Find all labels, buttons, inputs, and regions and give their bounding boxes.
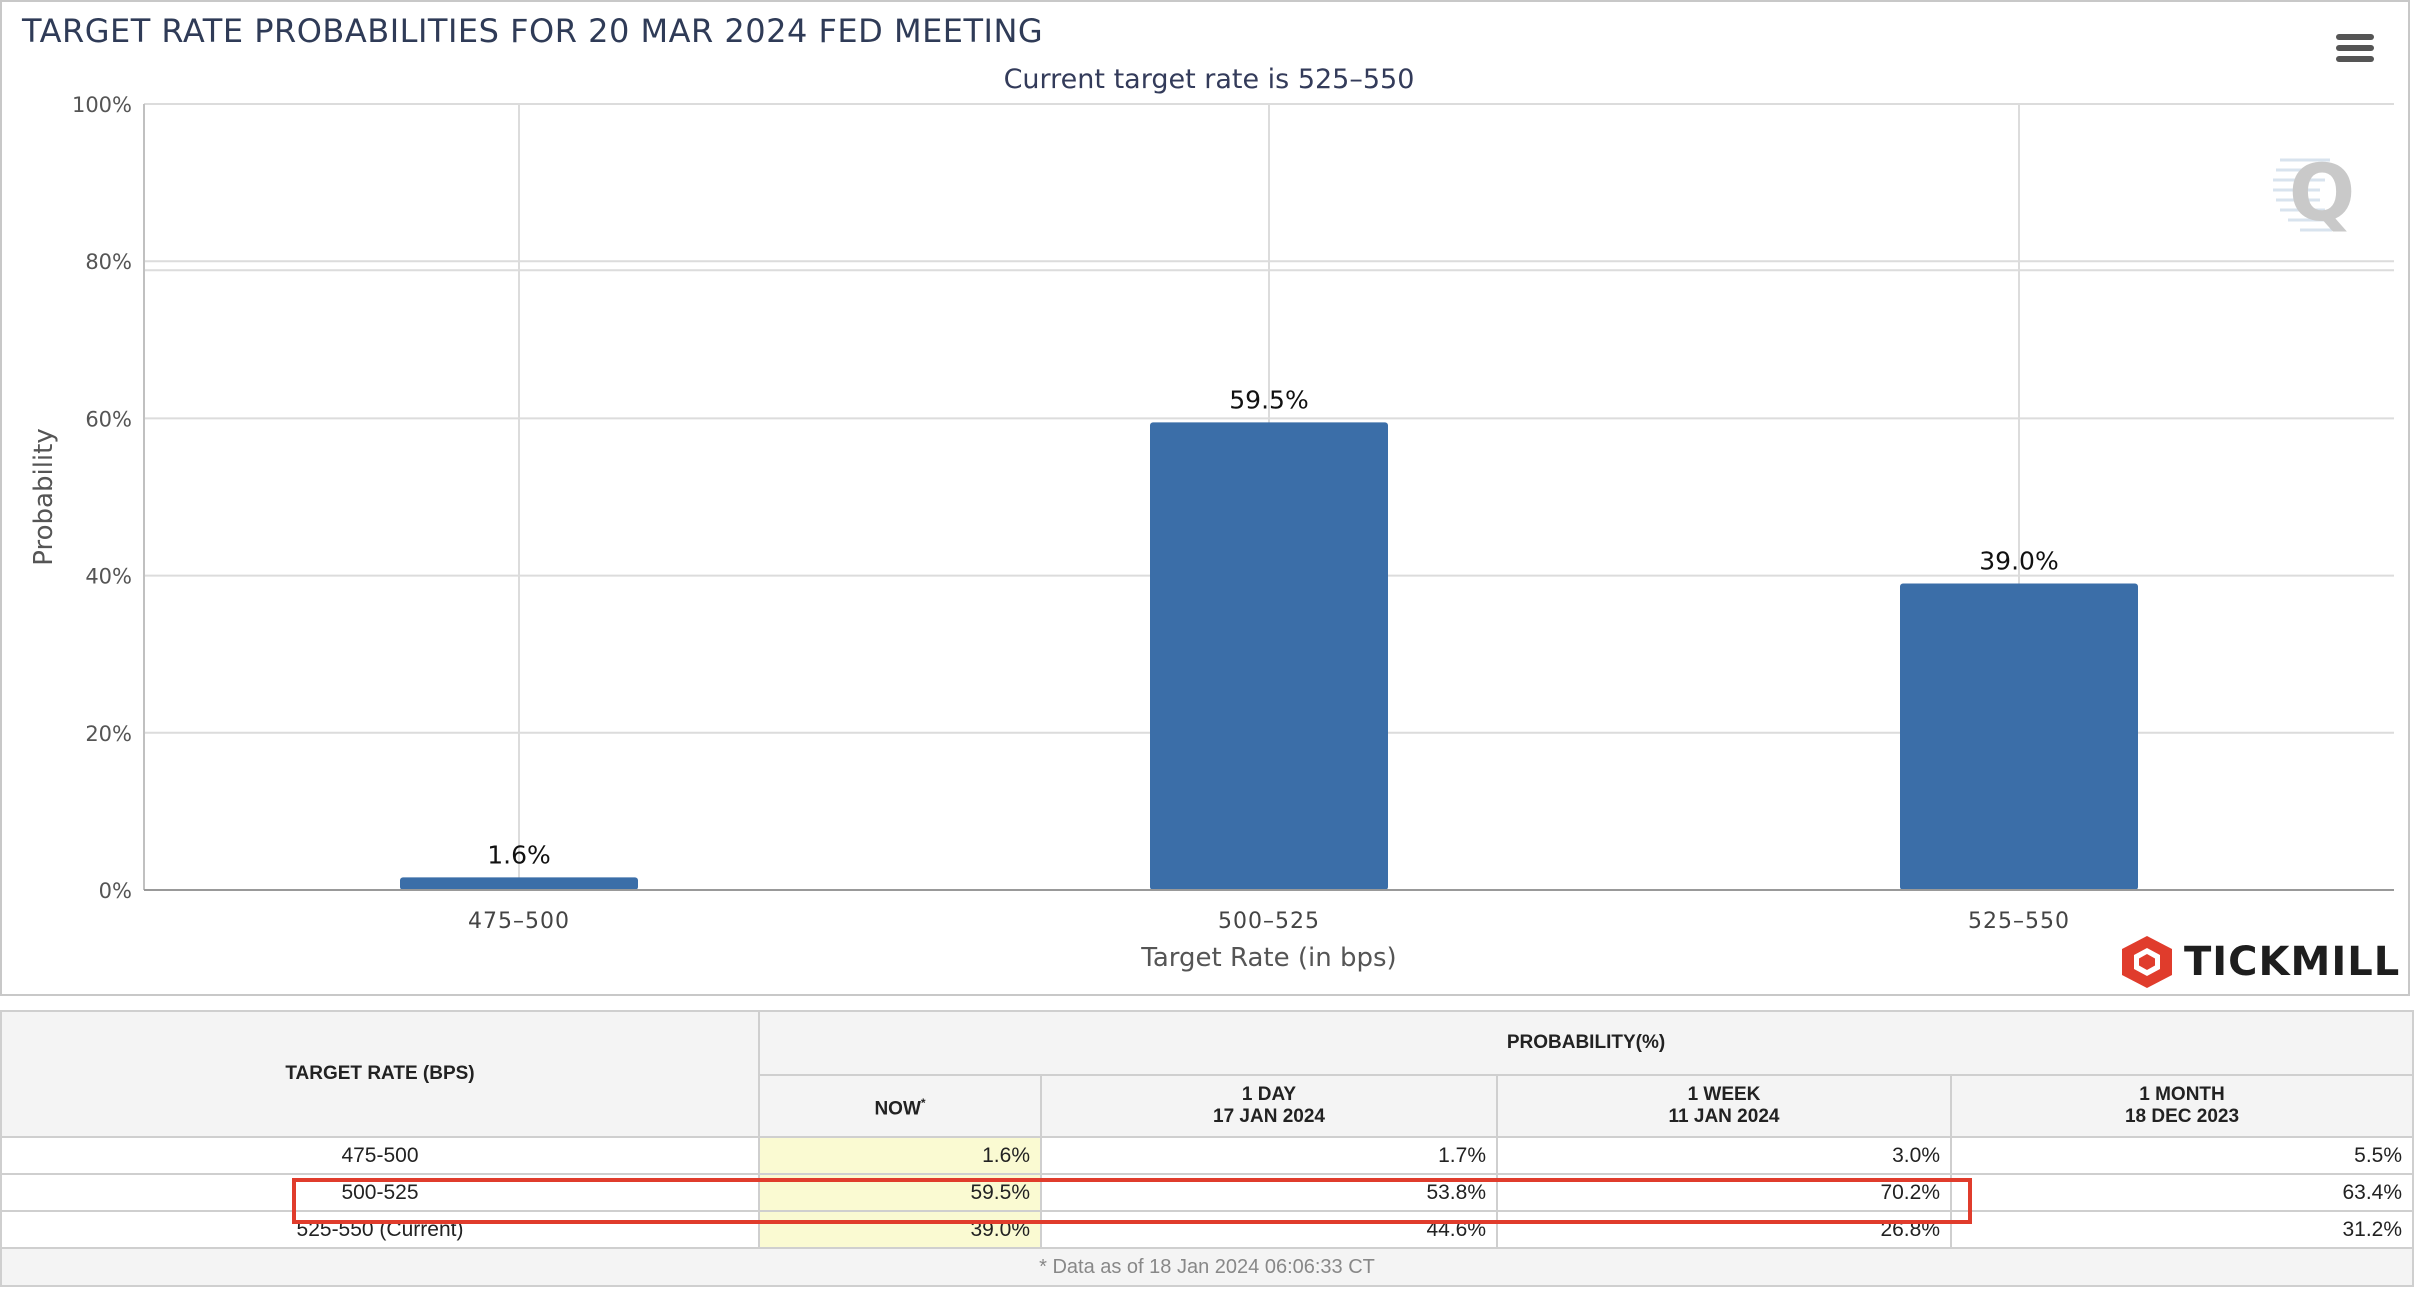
chart-title: TARGET RATE PROBABILITIES FOR 20 MAR 202…: [22, 12, 1044, 50]
probability-table-wrap: TARGET RATE (BPS) PROBABILITY(%) NOW* 1 …: [0, 1010, 2414, 1287]
bar-475–500: [400, 877, 638, 890]
y-tick-label: 80%: [85, 250, 132, 274]
y-axis-title: Probability: [29, 428, 59, 565]
header-1day-date: 17 JAN 2024: [1213, 1106, 1325, 1127]
cell-1week: 70.2%: [1496, 1173, 1952, 1212]
y-tick-label: 100%: [72, 93, 132, 117]
data-label: 39.0%: [1979, 546, 2058, 575]
y-tick-label: 0%: [99, 879, 132, 903]
header-now-mark: *: [920, 1095, 926, 1110]
header-target-rate: TARGET RATE (BPS): [0, 1010, 760, 1138]
cell-1day: 53.8%: [1040, 1173, 1498, 1212]
chart-subtitle: Current target rate is 525–550: [1003, 64, 1415, 95]
cell-1month: 5.5%: [1949, 1136, 2414, 1175]
tickmill-hexagon-icon: [2122, 936, 2172, 988]
y-tick-label: 20%: [85, 722, 132, 746]
cell-1day: 44.6%: [1040, 1210, 1498, 1249]
bar-chart: 0% 20% 40% 60% 80% 100% 1.6% 475–500 59.5% 500–52…: [29, 93, 2394, 973]
cell-now: 59.5%: [758, 1173, 1042, 1212]
hamburger-menu-icon[interactable]: [2336, 34, 2374, 64]
table-footer-row: * Data as of 18 Jan 2024 06:06:33 CT: [0, 1247, 2414, 1287]
header-1week-label: 1 WEEK: [1687, 1084, 1761, 1105]
tickmill-logo: TICKMILL: [2120, 932, 2400, 992]
x-axis-title: Target Rate (in bps): [1140, 943, 1396, 973]
bar-525–550: [1900, 583, 2138, 890]
header-probability: PROBABILITY(%): [757, 1010, 2414, 1076]
x-tick-label: 525–550: [1968, 909, 2070, 934]
cell-1week: 3.0%: [1496, 1136, 1952, 1175]
cell-1week: 26.8%: [1496, 1210, 1952, 1249]
table-row: 500-525 59.5% 53.8% 70.2% 63.4%: [0, 1173, 2414, 1212]
cell-1month: 63.4%: [1949, 1173, 2414, 1212]
cell-now: 39.0%: [758, 1210, 1042, 1249]
x-tick-label: 475–500: [468, 909, 570, 934]
header-1day: 1 DAY 17 JAN 2024: [1040, 1074, 1498, 1138]
data-label: 59.5%: [1229, 385, 1308, 414]
header-1week: 1 WEEK 11 JAN 2024: [1496, 1074, 1952, 1138]
cell-rate: 500-525: [0, 1173, 760, 1212]
bar-500–525: [1150, 422, 1388, 890]
x-tick-label: 500–525: [1218, 909, 1320, 934]
header-1week-date: 11 JAN 2024: [1668, 1106, 1780, 1127]
cell-now: 1.6%: [758, 1136, 1042, 1175]
cell-rate: 525-550 (Current): [0, 1210, 760, 1249]
y-tick-label: 40%: [85, 565, 132, 589]
header-now-label: NOW: [874, 1098, 921, 1120]
header-1month: 1 MONTH 18 DEC 2023: [1949, 1074, 2414, 1138]
chart-panel: TARGET RATE PROBABILITIES FOR 20 MAR 202…: [0, 0, 2410, 996]
header-now: NOW*: [758, 1074, 1042, 1138]
header-1month-date: 18 DEC 2023: [2124, 1106, 2240, 1127]
header-1day-label: 1 DAY: [1241, 1084, 1297, 1105]
table-row: 475-500 1.6% 1.7% 3.0% 5.5%: [0, 1136, 2414, 1175]
logo-text: TICKMILL: [2184, 939, 2401, 985]
data-timestamp: * Data as of 18 Jan 2024 06:06:33 CT: [0, 1247, 2414, 1287]
y-tick-label: 60%: [85, 407, 132, 431]
q-watermark-icon: Q: [2273, 149, 2355, 239]
cell-rate: 475-500: [0, 1136, 760, 1175]
probability-table: TARGET RATE (BPS) PROBABILITY(%) NOW* 1 …: [0, 1010, 2414, 1287]
data-label: 1.6%: [487, 840, 551, 869]
cell-1month: 31.2%: [1949, 1210, 2414, 1249]
table-row: 525-550 (Current) 39.0% 44.6% 26.8% 31.2…: [0, 1210, 2414, 1249]
cell-1day: 1.7%: [1040, 1136, 1498, 1175]
svg-text:Q: Q: [2289, 149, 2355, 239]
header-1month-label: 1 MONTH: [2139, 1084, 2225, 1105]
